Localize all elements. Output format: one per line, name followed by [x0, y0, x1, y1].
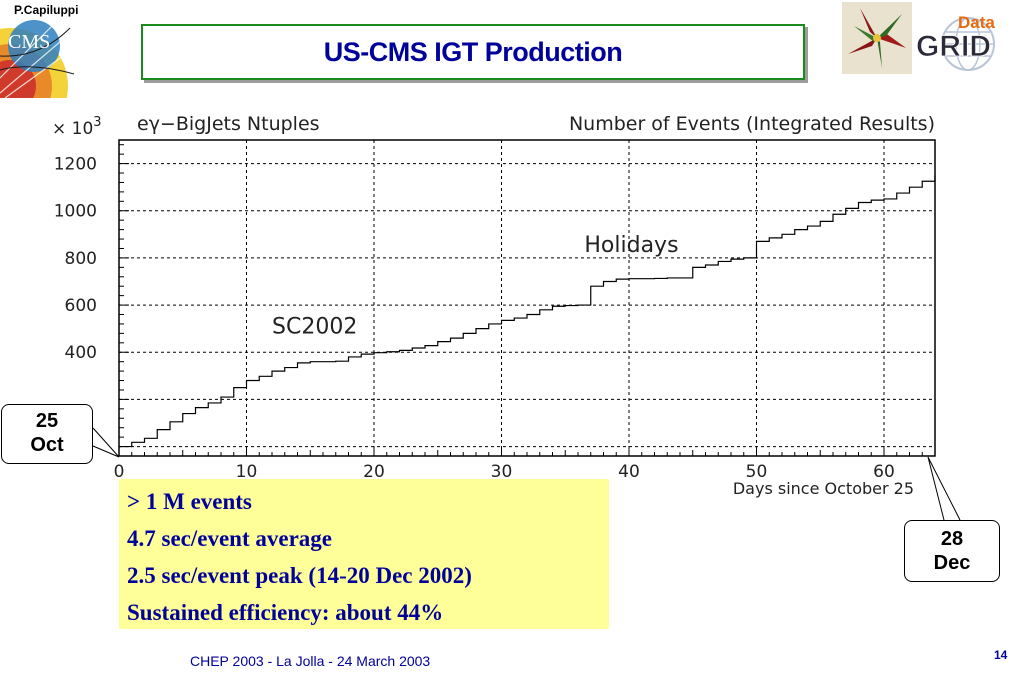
callout-start-day: 25: [35, 410, 59, 432]
trillium-flower-icon: [842, 2, 912, 74]
chart-annotation: Holidays: [584, 233, 678, 258]
x-tick-label: 60: [873, 462, 895, 482]
notes-box: > 1 M events 4.7 sec/event average 2.5 s…: [119, 479, 609, 629]
chart-grid: [119, 140, 935, 456]
chart-frame: [118, 139, 936, 457]
title-box: US-CMS IGT Production: [141, 24, 805, 80]
callout-end-month: Dec: [933, 552, 971, 574]
callout-end-day: 28: [940, 528, 964, 550]
x-tick-label: 10: [236, 462, 258, 482]
note-events-total: > 1 M events: [127, 489, 252, 514]
x-tick-label: 40: [618, 462, 640, 482]
note-average-rate: 4.7 sec/event average: [127, 526, 333, 551]
page-number: 14: [994, 648, 1008, 662]
chart-labels: 0 10 20 30 40 50 60 400 600 800 1000 1200 × 103 eγ−Bi…: [52, 113, 935, 498]
x-tick-label: 30: [491, 462, 513, 482]
chart-ticks: [118, 144, 936, 456]
x-tick-label: 50: [746, 462, 768, 482]
datagrid-logo-bottom: GRID: [916, 30, 991, 63]
datagrid-logo-top: Data: [958, 13, 995, 32]
series-line-events: [119, 175, 936, 448]
callout-start-date: 25 Oct: [1, 404, 93, 464]
callout-start-month: Oct: [30, 434, 64, 456]
chart-title-left: eγ−BigJets Ntuples: [137, 113, 320, 135]
events-chart: 0 10 20 30 40 50 60 400 600 800 1000 1200 × 103 eγ−Bi…: [52, 113, 936, 498]
slide-title: US-CMS IGT Production: [323, 36, 623, 67]
y-tick-label: 400: [65, 343, 97, 363]
y-tick-label: 1000: [54, 202, 97, 222]
datagrid-logo: Data GRID: [914, 8, 1022, 72]
x-axis-label: Days since October 25: [733, 479, 914, 498]
callout-end-date: 28 Dec: [904, 520, 1000, 582]
chart-title-right: Number of Events (Integrated Results): [569, 113, 935, 135]
y-tick-label: 1200: [54, 155, 97, 175]
author-label: P.Capiluppi: [14, 3, 79, 17]
x-tick-label: 0: [114, 462, 125, 482]
note-efficiency: Sustained efficiency: about 44%: [127, 600, 444, 625]
y-tick-label: 800: [65, 249, 97, 269]
chart-annotation: SC2002: [272, 314, 357, 339]
note-peak-rate: 2.5 sec/event peak (14-20 Dec 2002): [127, 563, 472, 588]
y-multiplier-label: × 103: [52, 115, 102, 139]
cms-logo: CMS: [0, 18, 74, 98]
x-tick-label: 20: [363, 462, 385, 482]
footer-text: CHEP 2003 - La Jolla - 24 March 2003: [190, 653, 431, 669]
y-tick-label: 600: [65, 296, 97, 316]
cms-logo-text: CMS: [8, 31, 50, 53]
